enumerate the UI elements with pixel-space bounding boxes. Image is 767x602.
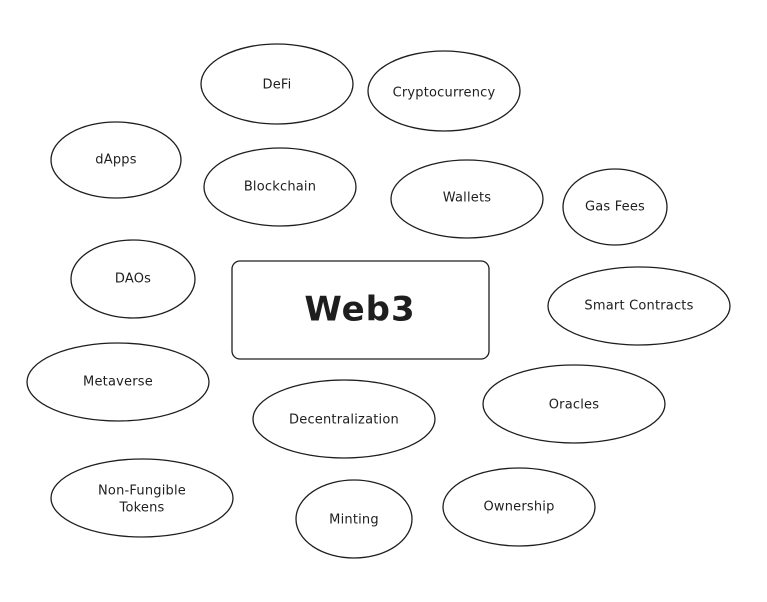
center-node-box: [231, 260, 490, 360]
center-node-label: Web3: [304, 290, 415, 330]
node-dapps-ellipse: [50, 121, 182, 199]
node-wallets-label: Wallets: [443, 191, 492, 206]
node-metaverse-ellipse: [26, 342, 210, 422]
node-daos[interactable]: DAOs: [70, 239, 196, 319]
node-blockchain-ellipse: [203, 147, 357, 227]
node-defi[interactable]: DeFi: [200, 43, 354, 125]
node-cryptocurrency-label: Cryptocurrency: [393, 86, 496, 101]
node-smart-contracts[interactable]: Smart Contracts: [547, 266, 731, 346]
node-minting-label: Minting: [329, 513, 379, 528]
node-wallets-ellipse: [390, 159, 544, 239]
node-ownership-ellipse: [442, 467, 596, 547]
node-nft-label-line1: Non-Fungible: [98, 484, 186, 499]
node-blockchain-label: Blockchain: [244, 180, 316, 195]
node-ownership-label: Ownership: [483, 500, 554, 515]
node-defi-ellipse: [200, 43, 354, 125]
node-gas-fees[interactable]: Gas Fees: [562, 168, 668, 246]
node-decentralization-ellipse: [252, 379, 436, 459]
node-metaverse[interactable]: Metaverse: [26, 342, 210, 422]
node-cryptocurrency-ellipse: [367, 50, 521, 132]
node-smart-contracts-ellipse: [547, 266, 731, 346]
node-smart-contracts-label: Smart Contracts: [584, 299, 693, 314]
node-metaverse-label: Metaverse: [83, 375, 153, 390]
node-minting[interactable]: Minting: [295, 479, 413, 559]
node-dapps-label: dApps: [95, 153, 136, 168]
node-wallets[interactable]: Wallets: [390, 159, 544, 239]
node-oracles-label: Oracles: [549, 398, 600, 413]
node-minting-ellipse: [295, 479, 413, 559]
node-gas-fees-label: Gas Fees: [585, 200, 645, 215]
node-nft-ellipse: [50, 458, 234, 538]
node-nft-label-line2: Tokens: [119, 501, 165, 516]
node-daos-ellipse: [70, 239, 196, 319]
center-node[interactable]: Web3: [231, 260, 490, 360]
node-oracles-ellipse: [482, 364, 666, 444]
node-gas-fees-ellipse: [562, 168, 668, 246]
node-blockchain[interactable]: Blockchain: [203, 147, 357, 227]
node-daos-label: DAOs: [115, 272, 151, 287]
node-oracles[interactable]: Oracles: [482, 364, 666, 444]
node-decentralization-label: Decentralization: [289, 413, 399, 428]
node-nft[interactable]: Non-Fungible Tokens: [50, 458, 234, 538]
node-cryptocurrency[interactable]: Cryptocurrency: [367, 50, 521, 132]
node-defi-label: DeFi: [263, 78, 292, 93]
node-ownership[interactable]: Ownership: [442, 467, 596, 547]
node-dapps[interactable]: dApps: [50, 121, 182, 199]
node-decentralization[interactable]: Decentralization: [252, 379, 436, 459]
